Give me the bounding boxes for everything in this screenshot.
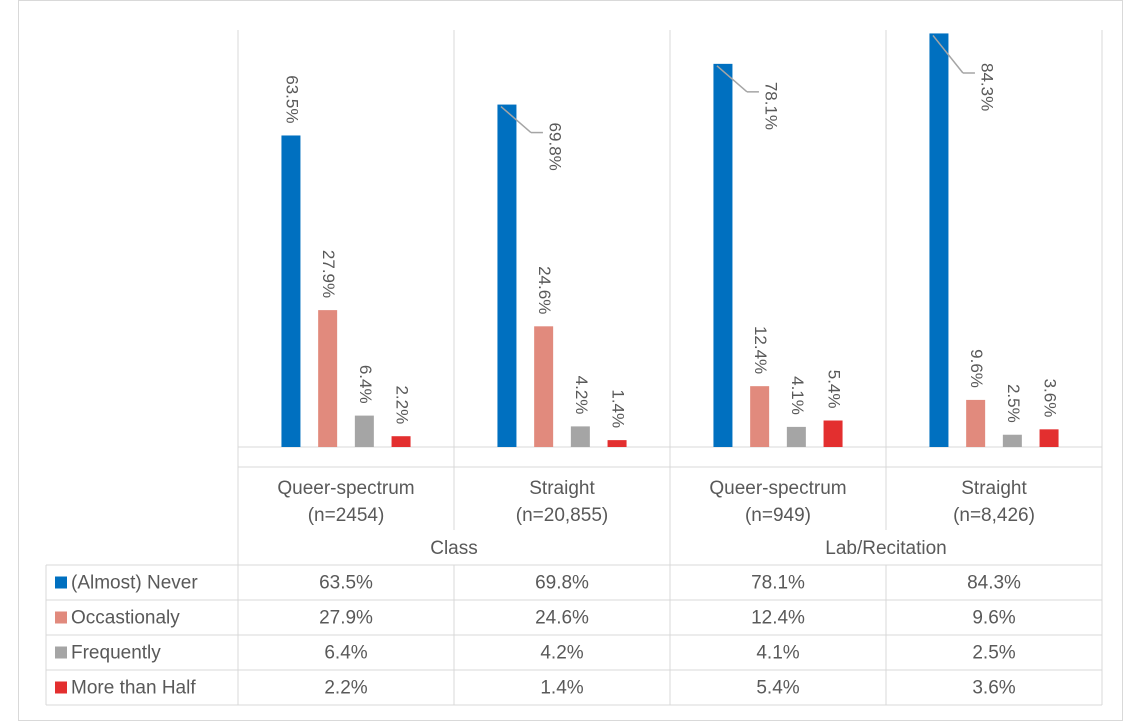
table-cell: 6.4% xyxy=(324,643,367,664)
legend-label: (Almost) Never xyxy=(71,573,198,594)
bar xyxy=(607,440,627,447)
leader-line xyxy=(500,106,532,134)
data-label: 4.2% xyxy=(572,376,591,415)
bar xyxy=(929,33,949,448)
data-label: 84.3% xyxy=(977,63,996,111)
table-cell: 27.9% xyxy=(319,608,373,629)
legend-swatch xyxy=(55,646,67,659)
table-cell: 78.1% xyxy=(751,573,805,594)
x-tick-label: (n=8,426) xyxy=(953,505,1035,526)
bar xyxy=(391,436,411,447)
data-label: 5.4% xyxy=(825,370,844,409)
table-cell: 84.3% xyxy=(967,573,1021,594)
group-label: Lab/Recitation xyxy=(825,538,946,559)
table-cell: 9.6% xyxy=(972,608,1015,629)
data-label: 2.5% xyxy=(1004,384,1023,423)
data-label: 9.6% xyxy=(967,349,986,388)
x-tick-label: (n=949) xyxy=(745,505,811,526)
table-cell: 5.4% xyxy=(756,678,799,699)
legend-swatch xyxy=(55,681,67,694)
table-cell: 69.8% xyxy=(535,573,589,594)
x-tick-label: Straight xyxy=(529,478,595,499)
bar xyxy=(570,426,590,447)
table-cell: 3.6% xyxy=(972,678,1015,699)
bar xyxy=(281,135,301,447)
leader-line xyxy=(716,65,748,93)
table-cell: 24.6% xyxy=(535,608,589,629)
leader-line xyxy=(932,34,964,74)
bar xyxy=(966,399,986,447)
bar xyxy=(1002,434,1022,447)
bar xyxy=(713,63,733,448)
data-label: 12.4% xyxy=(751,326,770,374)
table-cell: 1.4% xyxy=(540,678,583,699)
x-tick-label: Queer-spectrum xyxy=(709,478,846,499)
x-tick-label: (n=2454) xyxy=(308,505,385,526)
data-label: 27.9% xyxy=(319,250,338,298)
data-label: 1.4% xyxy=(609,389,628,428)
bar xyxy=(823,420,843,447)
data-label: 78.1% xyxy=(761,82,780,130)
table-cell: 4.2% xyxy=(540,643,583,664)
table-cell: 2.2% xyxy=(324,678,367,699)
legend-label: Occastionaly xyxy=(71,608,180,629)
bar xyxy=(534,326,554,447)
data-label: 2.2% xyxy=(393,385,412,424)
table-cell: 2.5% xyxy=(972,643,1015,664)
table-cell: 4.1% xyxy=(756,643,799,664)
chart-border xyxy=(18,0,1123,721)
table-cell: 63.5% xyxy=(319,573,373,594)
table-cell: 12.4% xyxy=(751,608,805,629)
legend-label: Frequently xyxy=(71,643,161,664)
legend-swatch xyxy=(55,611,67,624)
data-label: 24.6% xyxy=(535,266,554,314)
group-label: Class xyxy=(430,538,478,559)
legend-swatch xyxy=(55,576,67,589)
x-tick-label: Straight xyxy=(961,478,1027,499)
legend-label: More than Half xyxy=(71,678,196,699)
bar xyxy=(318,310,338,447)
x-tick-label: Queer-spectrum xyxy=(277,478,414,499)
data-label: 3.6% xyxy=(1041,379,1060,418)
data-label: 63.5% xyxy=(282,75,301,123)
bar xyxy=(497,104,517,448)
data-label: 4.1% xyxy=(788,376,807,415)
bar xyxy=(786,426,806,447)
bar xyxy=(354,415,374,447)
data-label: 69.8% xyxy=(545,123,564,171)
data-label: 6.4% xyxy=(356,365,375,404)
bar xyxy=(1039,429,1059,447)
x-tick-label: (n=20,855) xyxy=(516,505,608,526)
bar xyxy=(750,386,770,447)
